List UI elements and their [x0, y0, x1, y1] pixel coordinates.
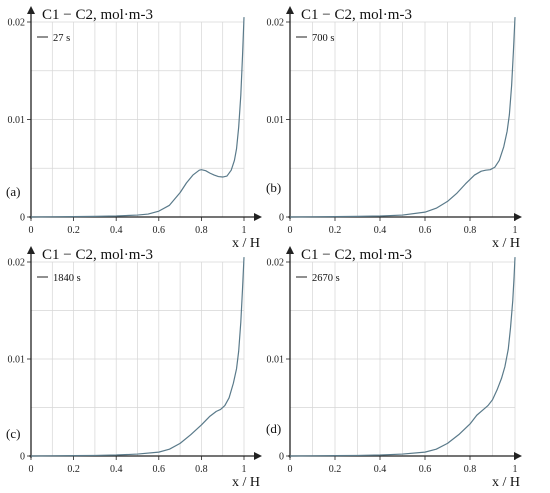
y-tick-label: 0.01 [267, 115, 285, 126]
x-tick-label: 0 [288, 225, 293, 236]
panel-letter: (c) [6, 426, 20, 441]
x-tick-label: 0.8 [464, 464, 477, 475]
legend-label: 2670 s [312, 273, 340, 284]
x-tick-label: 0.4 [110, 225, 123, 236]
x-tick-label: 0.2 [67, 464, 80, 475]
chart-panel-4: C1 − C2, mol·m-3 x / H 0 0.2 0.4 0.6 0.8 1 0 0.01… [266, 246, 522, 490]
x-tick-label: 0 [288, 464, 293, 475]
x-tick-label: 1 [242, 464, 247, 475]
x-axis-label: x / H [492, 236, 520, 251]
x-tick-label: 0.8 [195, 225, 208, 236]
x-tick-label: 0.6 [153, 464, 166, 475]
y-tick-label: 0 [279, 452, 284, 463]
legend-label: 27 s [53, 33, 70, 44]
series-line [30, 257, 245, 457]
y-tick-label: 0.01 [267, 355, 285, 366]
y-tick-label: 0.02 [8, 18, 26, 29]
x-tick-label: 0.6 [419, 225, 432, 236]
series-line [30, 17, 245, 218]
x-tick-label: 0.4 [374, 464, 387, 475]
x-tick-label: 0.8 [195, 464, 208, 475]
series-line [289, 257, 516, 457]
y-axis-arrow [286, 246, 294, 254]
y-axis-label: C1 − C2, mol·m-3 [301, 7, 412, 23]
series-line [289, 17, 516, 218]
x-axis-arrow [254, 213, 262, 221]
y-tick-label: 0.01 [8, 115, 26, 126]
y-axis-arrow [27, 246, 35, 254]
chart-panel-3: C1 − C2, mol·m-3 x / H 0 0.2 0.4 0.6 0.8 1 0 0.01… [6, 246, 262, 490]
x-axis-arrow [514, 452, 522, 460]
x-tick-label: 0.6 [419, 464, 432, 475]
x-axis-label: x / H [232, 236, 260, 251]
legend-label: 1840 s [53, 273, 81, 284]
x-tick-label: 1 [513, 225, 518, 236]
x-tick-label: 0.6 [153, 225, 166, 236]
y-tick-label: 0 [279, 213, 284, 224]
x-tick-label: 0 [29, 464, 34, 475]
x-tick-label: 1 [242, 225, 247, 236]
y-axis-arrow [27, 6, 35, 14]
y-tick-label: 0.01 [8, 355, 26, 366]
y-axis-arrow [286, 6, 294, 14]
x-tick-label: 0.8 [464, 225, 477, 236]
chart-panel-2: C1 − C2, mol·m-3 x / H 0 0.2 0.4 0.6 0.8 1 0 0.01… [266, 6, 522, 251]
y-tick-label: 0 [20, 213, 25, 224]
x-axis-label: x / H [232, 475, 260, 490]
panel-letter: (d) [266, 421, 281, 436]
x-tick-label: 0.2 [67, 225, 80, 236]
legend-label: 700 s [312, 33, 334, 44]
x-tick-label: 0.4 [374, 225, 387, 236]
x-axis-arrow [254, 452, 262, 460]
panel-letter: (a) [6, 184, 20, 199]
x-tick-label: 0.4 [110, 464, 123, 475]
x-tick-label: 0 [29, 225, 34, 236]
y-tick-label: 0.02 [267, 18, 285, 29]
x-tick-label: 1 [513, 464, 518, 475]
x-axis-label: x / H [492, 475, 520, 490]
x-tick-label: 0.2 [329, 464, 342, 475]
chart-panel-1: C1 − C2, mol·m-3 x / H 0 0.2 0.4 0.6 0.8 1 0 0.01… [6, 6, 262, 251]
panel-letter: (b) [266, 180, 281, 195]
y-tick-label: 0.02 [267, 258, 285, 269]
y-tick-label: 0 [20, 452, 25, 463]
y-axis-label: C1 − C2, mol·m-3 [301, 247, 412, 263]
y-axis-label: C1 − C2, mol·m-3 [42, 247, 153, 263]
x-tick-label: 0.2 [329, 225, 342, 236]
y-tick-label: 0.02 [8, 258, 26, 269]
x-axis-arrow [514, 213, 522, 221]
y-axis-label: C1 − C2, mol·m-3 [42, 7, 153, 23]
